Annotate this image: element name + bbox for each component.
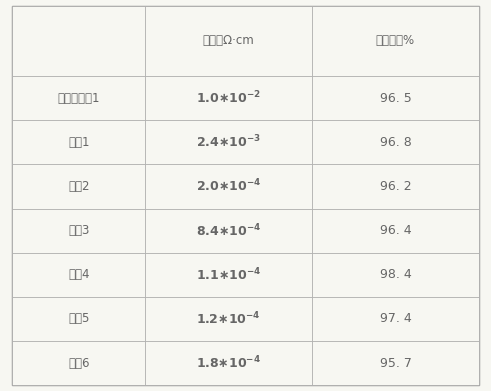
Bar xyxy=(145,164,312,208)
Text: 96. 4: 96. 4 xyxy=(380,224,411,237)
Text: 电阱率Ω·cm: 电阱率Ω·cm xyxy=(203,34,254,47)
Bar xyxy=(145,6,312,76)
Bar xyxy=(12,253,145,297)
Text: 相对密度%: 相对密度% xyxy=(376,34,415,47)
Bar xyxy=(12,208,145,253)
Text: 96. 5: 96. 5 xyxy=(380,91,411,105)
Text: $\mathbf{2.4{\ast}10^{-3}}$: $\mathbf{2.4{\ast}10^{-3}}$ xyxy=(196,134,261,151)
Bar xyxy=(312,6,479,76)
Text: 实例3: 实例3 xyxy=(68,224,89,237)
Text: $\mathbf{1.0{\ast}10^{-2}}$: $\mathbf{1.0{\ast}10^{-2}}$ xyxy=(196,90,261,106)
Text: 实例6: 实例6 xyxy=(68,357,89,369)
Bar xyxy=(12,341,145,385)
Bar xyxy=(145,120,312,164)
Bar xyxy=(145,208,312,253)
Bar xyxy=(312,297,479,341)
Bar xyxy=(312,76,479,120)
Text: 对比实施例1: 对比实施例1 xyxy=(57,91,100,105)
Bar xyxy=(145,341,312,385)
Text: 97. 4: 97. 4 xyxy=(380,312,411,325)
Text: $\mathbf{1.8{\ast}10^{-4}}$: $\mathbf{1.8{\ast}10^{-4}}$ xyxy=(196,355,261,371)
Bar xyxy=(12,6,145,76)
Bar xyxy=(312,253,479,297)
Text: $\mathbf{1.1{\ast}10^{-4}}$: $\mathbf{1.1{\ast}10^{-4}}$ xyxy=(196,266,261,283)
Text: 95. 7: 95. 7 xyxy=(380,357,411,369)
Text: 实例1: 实例1 xyxy=(68,136,89,149)
Bar xyxy=(312,164,479,208)
Bar xyxy=(145,76,312,120)
Text: $\mathbf{2.0{\ast}10^{-4}}$: $\mathbf{2.0{\ast}10^{-4}}$ xyxy=(196,178,261,195)
Bar xyxy=(312,120,479,164)
Text: 实例4: 实例4 xyxy=(68,268,89,281)
Text: 98. 4: 98. 4 xyxy=(380,268,411,281)
Text: $\mathbf{1.2{\ast}10^{-4}}$: $\mathbf{1.2{\ast}10^{-4}}$ xyxy=(196,310,261,327)
Text: 实例5: 实例5 xyxy=(68,312,89,325)
Bar xyxy=(12,76,145,120)
Bar xyxy=(145,297,312,341)
Bar xyxy=(12,164,145,208)
Text: $\mathbf{8.4{\ast}10^{-4}}$: $\mathbf{8.4{\ast}10^{-4}}$ xyxy=(196,222,261,239)
Text: 96. 2: 96. 2 xyxy=(380,180,411,193)
Bar xyxy=(12,120,145,164)
Text: 96. 8: 96. 8 xyxy=(380,136,411,149)
Text: 实例2: 实例2 xyxy=(68,180,89,193)
Bar xyxy=(12,297,145,341)
Bar xyxy=(145,253,312,297)
Bar xyxy=(312,208,479,253)
Bar xyxy=(312,341,479,385)
